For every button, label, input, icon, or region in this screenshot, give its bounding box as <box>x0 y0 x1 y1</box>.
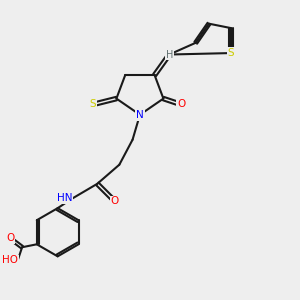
Text: N: N <box>136 110 144 120</box>
Text: O: O <box>6 233 14 243</box>
Text: O: O <box>177 100 185 110</box>
Text: H: H <box>166 50 173 59</box>
Text: S: S <box>228 48 234 58</box>
Text: O: O <box>111 196 119 206</box>
Text: HO: HO <box>2 256 18 266</box>
Text: S: S <box>90 100 96 110</box>
Text: HN: HN <box>57 194 72 203</box>
